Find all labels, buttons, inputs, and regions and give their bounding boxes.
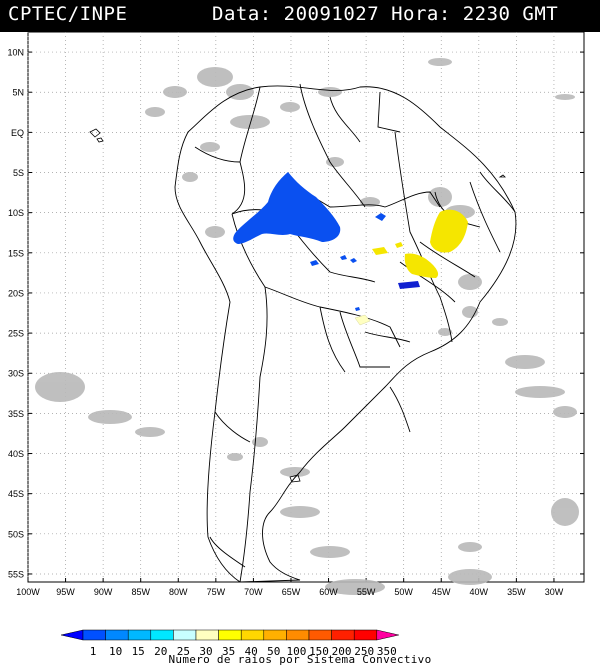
legend-label: 250 [354,645,374,658]
lon-tick-label: 40W [470,587,489,597]
flash-cluster-blue-small [350,213,386,311]
lat-tick-label: 10S [8,208,24,218]
islands [89,128,506,483]
lon-tick-label: 95W [56,587,75,597]
legend-swatch [105,629,129,641]
lat-tick-label: 10N [7,48,24,58]
lon-tick-label: 55W [357,587,376,597]
flash-cluster-bahia [372,209,468,278]
legend-labels: 1 10 15 20 25 30 35 40 50 100 150 200 250 350 [90,645,397,658]
legend-swatch [218,629,242,641]
lat-tick-label: 25S [8,329,24,339]
lat-tick-label: 40S [8,449,24,459]
lon-tick-label: 85W [131,587,150,597]
legend-label: 25 [177,645,190,658]
legend-label: 100 [286,645,306,658]
legend-label: 10 [109,645,122,658]
lon-tick-label: 70W [244,587,263,597]
legend-label: 15 [132,645,145,658]
legend-label: 1 [90,645,97,658]
legend-colorbar [60,629,399,641]
lat-tick-label: 20S [8,288,24,298]
legend-label: 30 [199,645,212,658]
legend-label: 200 [332,645,352,658]
legend-swatch [240,629,265,641]
lat-tick-label: 55S [8,569,24,579]
legend-swatch [308,629,332,641]
lat-tick-label: 5N [12,88,24,98]
lon-tick-label: 80W [169,587,188,597]
flash-cluster-darkblue [398,281,420,289]
lat-tick-label: 5S [13,168,24,178]
legend-label: 150 [309,645,329,658]
lon-tick-label: 50W [394,587,413,597]
legend-label: 350 [377,645,397,658]
legend-label: 40 [245,645,258,658]
legend-swatch [353,629,378,641]
legend-swatch [60,629,84,641]
lon-tick-label: 60W [319,587,338,597]
lon-tick-label: 30W [545,587,564,597]
lat-tick-label: 30S [8,369,24,379]
lat-tick-label: EQ [11,128,24,138]
legend-swatch [376,629,399,641]
lon-tick-label: 100W [16,587,40,597]
header-datetime: Data: 20091027 Hora: 2230 GMT [212,3,559,25]
legend-label: 20 [154,645,167,658]
legend-title: Numero de raios por Sistema Convectivo [168,653,432,666]
latitude-labels: 10N 5N EQ 5S 10S 15S 20S 25S 30S 35S 40S 45S 50S 55S [7,48,24,580]
lat-tick-label: 45S [8,489,24,499]
legend-swatch [150,629,174,641]
lon-tick-label: 90W [94,587,113,597]
legend-swatch [286,629,310,641]
header-source: CPTEC/INPE [8,3,128,25]
lat-tick-label: 35S [8,409,24,419]
legend-swatch [263,629,287,641]
lon-tick-label: 35W [507,587,526,597]
legend-swatch [82,629,106,641]
flash-cluster-pale [354,314,371,326]
legend-swatch [127,629,152,641]
lon-tick-label: 45W [432,587,451,597]
lon-tick-label: 65W [282,587,301,597]
lon-tick-label: 75W [207,587,226,597]
legend-swatch [195,629,219,641]
map-frame [27,32,585,583]
flash-cluster-amazon [233,172,347,266]
longitude-labels: 100W 95W 90W 85W 80W 75W 70W 65W 60W 55W 50W 45W 40W… [16,587,563,597]
map-header: CPTEC/INPE Data: 20091027 Hora: 2230 GMT [0,0,600,32]
legend-swatch [173,629,197,641]
lat-tick-label: 15S [8,248,24,258]
legend-swatch [331,629,355,641]
legend-label: 50 [267,645,280,658]
lat-tick-label: 50S [8,529,24,539]
lightning-map: 10N5NEQ5S10S15S20S25S30S35S40S45S50S55S … [7,32,585,658]
legend-label: 35 [222,645,235,658]
